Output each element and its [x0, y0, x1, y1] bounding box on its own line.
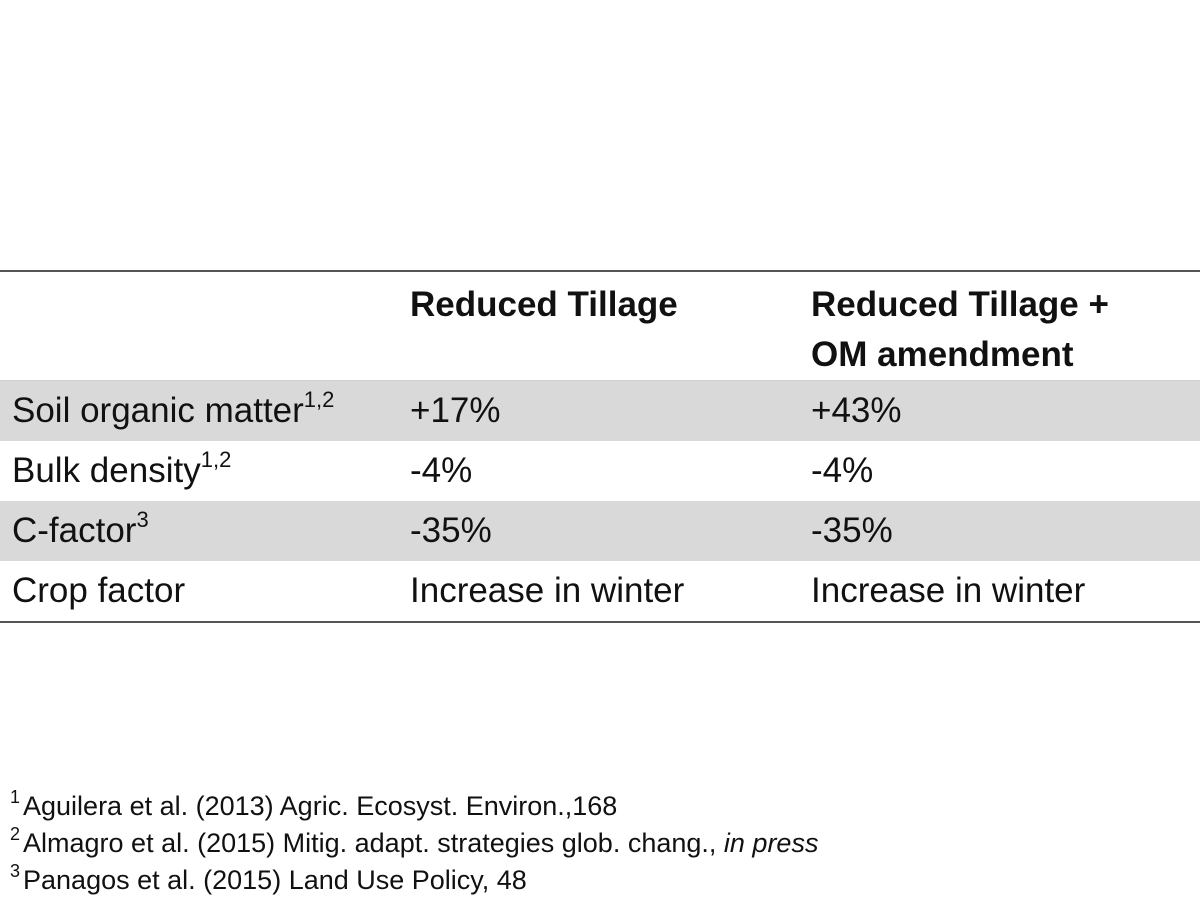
row-label-text: C-factor [12, 511, 137, 550]
table-row-soil-organic-matter: Soil organic matter1,2 +17% +43% [0, 380, 1200, 441]
row-label: Crop factor [12, 567, 185, 615]
reference-status: in press [723, 828, 819, 858]
comparison-table: Reduced Tillage Reduced Tillage + OM ame… [0, 270, 1200, 623]
header-reduced-tillage-om-line2: OM amendment [811, 335, 1074, 374]
reference-number: 3 [10, 861, 21, 881]
cell-reduced-tillage-om: -4% [811, 451, 874, 490]
header-reduced-tillage-om-line1: Reduced Tillage + [811, 285, 1109, 324]
cell-reduced-tillage-om: +43% [811, 391, 902, 430]
row-label-text: Soil organic matter [12, 391, 304, 430]
footnote-marker: 1,2 [303, 387, 335, 413]
cell-reduced-tillage: -35% [410, 511, 492, 550]
cell-reduced-tillage: Increase in winter [410, 571, 685, 610]
cell-reduced-tillage-om: -35% [811, 511, 893, 550]
reference-text: Panagos et al. (2015) Land Use Policy, 4… [23, 865, 527, 895]
table-row-bulk-density: Bulk density1,2 -4% -4% [0, 441, 1200, 501]
row-label-text: Crop factor [12, 571, 186, 610]
reference-text: Aguilera et al. (2013) Agric. Ecosyst. E… [23, 791, 618, 821]
cell-reduced-tillage: -4% [410, 451, 473, 490]
row-label-text: Bulk density [12, 451, 201, 490]
reference-text: Almagro et al. (2015) Mitig. adapt. stra… [23, 828, 724, 858]
row-label: Bulk density1,2 [12, 447, 231, 495]
reference-number: 1 [10, 787, 21, 807]
table-row-c-factor: C-factor3 -35% -35% [0, 501, 1200, 561]
reference-number: 2 [10, 824, 21, 844]
references: 1 Aguilera et al. (2013) Agric. Ecosyst. … [10, 788, 818, 899]
row-label: C-factor3 [12, 507, 149, 555]
table-row-crop-factor: Crop factor Increase in winter Increase … [0, 561, 1200, 621]
table-header-row: Reduced Tillage Reduced Tillage + OM ame… [0, 272, 1200, 380]
reference-item: 3 Panagos et al. (2015) Land Use Policy, … [10, 862, 818, 899]
cell-reduced-tillage-om: Increase in winter [811, 571, 1086, 610]
footnote-marker: 3 [136, 507, 149, 533]
row-label: Soil organic matter1,2 [12, 387, 334, 435]
footnote-marker: 1,2 [200, 447, 232, 473]
cell-reduced-tillage: +17% [410, 391, 501, 430]
reference-item: 1 Aguilera et al. (2013) Agric. Ecosyst. … [10, 788, 818, 825]
reference-item: 2 Almagro et al. (2015) Mitig. adapt. str… [10, 825, 818, 862]
header-reduced-tillage: Reduced Tillage [410, 285, 678, 324]
header-reduced-tillage-om: Reduced Tillage + OM amendment [811, 280, 1109, 380]
